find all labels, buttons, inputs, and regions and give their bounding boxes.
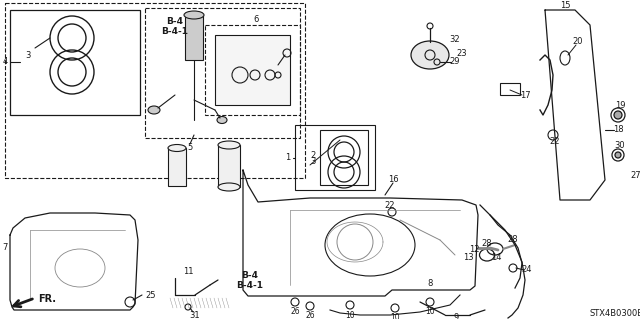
Text: 5: 5 [188, 144, 193, 152]
Bar [215, 35, 290, 105]
Text: 27: 27 [630, 170, 640, 180]
Bar [295, 125, 375, 190]
Bar [5, 3, 305, 178]
Text: 10: 10 [425, 308, 435, 316]
Text: 28: 28 [508, 235, 518, 244]
Text: 3: 3 [26, 50, 31, 60]
Bar [205, 25, 300, 115]
Text: 16: 16 [388, 175, 398, 184]
Text: 7: 7 [3, 243, 8, 253]
Ellipse shape [218, 141, 240, 149]
Bar [218, 145, 240, 187]
Text: 4: 4 [3, 57, 8, 66]
Text: 31: 31 [189, 310, 200, 319]
Text: 26: 26 [290, 308, 300, 316]
Ellipse shape [184, 11, 204, 19]
Text: 17: 17 [520, 91, 531, 100]
Text: 22: 22 [550, 137, 560, 146]
Text: 18: 18 [612, 125, 623, 135]
Text: 3: 3 [310, 158, 316, 167]
Text: B-4-1: B-4-1 [237, 281, 264, 291]
Text: 10: 10 [390, 314, 400, 319]
Text: 29: 29 [450, 57, 460, 66]
Text: 22: 22 [385, 201, 396, 210]
Text: 28: 28 [482, 239, 492, 248]
Ellipse shape [217, 116, 227, 123]
Text: 32: 32 [450, 35, 460, 44]
Text: FR.: FR. [38, 294, 56, 304]
Text: 15: 15 [560, 2, 570, 11]
Text: B-4-1: B-4-1 [161, 27, 189, 36]
Text: 20: 20 [573, 38, 583, 47]
Circle shape [615, 152, 621, 158]
Ellipse shape [411, 41, 449, 69]
Text: B-4: B-4 [166, 18, 184, 26]
Text: 19: 19 [615, 100, 625, 109]
Bar [10, 10, 140, 115]
Text: 12: 12 [470, 246, 480, 255]
Bar [185, 15, 203, 60]
Text: 1: 1 [285, 153, 290, 162]
Text: 10: 10 [345, 310, 355, 319]
Text: B-4: B-4 [241, 271, 259, 280]
Ellipse shape [148, 106, 160, 114]
Text: 25: 25 [145, 291, 156, 300]
Bar [320, 130, 368, 185]
Text: 13: 13 [463, 254, 474, 263]
Text: 8: 8 [428, 279, 433, 288]
Text: 6: 6 [253, 16, 259, 25]
Text: 23: 23 [457, 48, 467, 57]
Circle shape [614, 111, 622, 119]
Bar [500, 83, 520, 95]
Text: 2: 2 [311, 151, 316, 160]
Text: 24: 24 [522, 265, 532, 275]
Ellipse shape [168, 145, 186, 152]
Text: 30: 30 [614, 140, 625, 150]
Text: 9: 9 [453, 314, 459, 319]
Text: 26: 26 [305, 311, 315, 319]
Bar [145, 8, 300, 138]
Text: STX4B0300B: STX4B0300B [590, 308, 640, 317]
Text: 14: 14 [491, 254, 501, 263]
Bar [168, 148, 186, 186]
Text: 11: 11 [183, 268, 193, 277]
Ellipse shape [218, 183, 240, 191]
